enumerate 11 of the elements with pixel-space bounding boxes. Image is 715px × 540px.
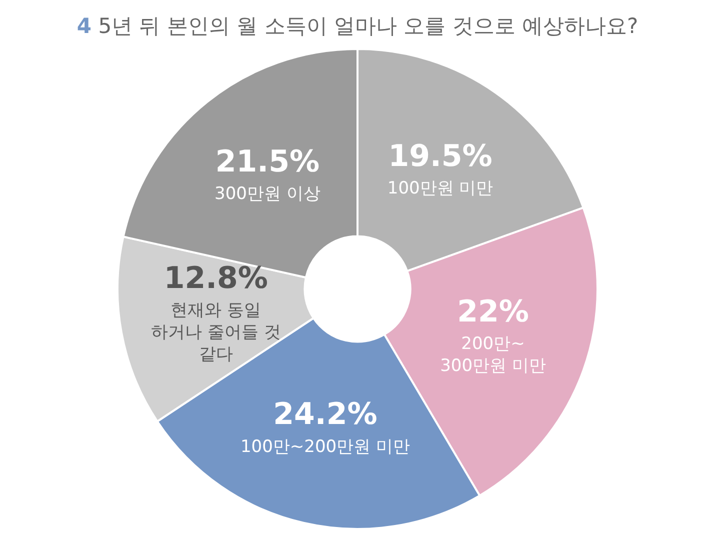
data-label: 24.2%	[273, 397, 378, 432]
slice-label: 100만원 미만	[387, 178, 494, 199]
chart-title: 4 5년 뒤 본인의 월 소득이 얼마나 오를 것으로 예상하나요?	[76, 13, 640, 40]
slice-label: 현재와 동일 하거나 줄어들 것 같다	[150, 300, 281, 365]
slice-label: 100만~200만원 미만	[240, 436, 410, 457]
data-label: 19.5%	[388, 138, 492, 174]
slice-label: 300만원 이상	[214, 184, 320, 204]
data-label: 21.5%	[215, 144, 320, 180]
slice-label: 200만~ 300만원 미만	[440, 334, 546, 376]
data-label: 22%	[457, 294, 529, 330]
data-label: 12.8%	[164, 260, 268, 296]
